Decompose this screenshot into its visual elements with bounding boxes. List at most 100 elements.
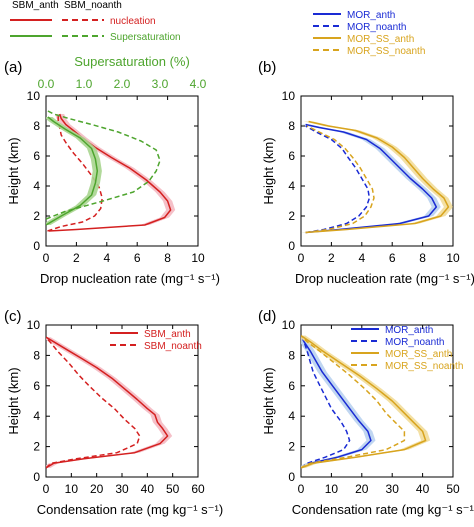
legend-label-supersaturation: Supersaturation xyxy=(110,32,181,43)
plot-area xyxy=(46,336,173,469)
y-tick-label: 2 xyxy=(288,440,295,454)
y-tick-label: 10 xyxy=(27,89,41,103)
x-tick-label: 20 xyxy=(355,482,369,496)
top-tick-label: 3.0 xyxy=(152,77,169,91)
x-tick-label: 8 xyxy=(419,251,426,265)
plot-frame xyxy=(300,324,454,478)
y-tick-label: 10 xyxy=(282,318,296,332)
legend-label: MOR_anth xyxy=(347,10,395,21)
top-tick-label: 2.0 xyxy=(114,77,131,91)
series-line-sbm-anth xyxy=(46,336,169,469)
y-tick-label: 4 xyxy=(33,179,40,193)
plot-area xyxy=(301,120,453,234)
x-tick-label: 0 xyxy=(43,482,50,496)
top-axis-label: Supersaturation (%) xyxy=(74,54,190,69)
y-tick-label: 0 xyxy=(288,470,295,484)
x-axis-label: Condensation rate (mg kg⁻¹ s⁻¹) xyxy=(37,502,223,517)
panel-label: (b) xyxy=(258,59,276,76)
y-axis-label: Height (km) xyxy=(261,137,276,204)
series-line-sbm-anth-nucleation xyxy=(48,113,172,232)
y-tick-label: 10 xyxy=(282,89,296,103)
legend-label: MOR_noanth xyxy=(385,337,444,348)
panel-label: (d) xyxy=(258,308,276,325)
x-axis-label: Drop nucleation rate (mg⁻¹ s⁻¹) xyxy=(295,271,474,286)
y-tick-label: 8 xyxy=(288,119,295,133)
x-tick-label: 2 xyxy=(73,251,80,265)
x-tick-label: 0 xyxy=(298,251,305,265)
y-tick-label: 6 xyxy=(33,149,40,163)
top-tick-label: 1.0 xyxy=(76,77,93,91)
plot-area xyxy=(46,110,176,232)
top-tick-label: 0.0 xyxy=(38,77,55,91)
x-tick-label: 20 xyxy=(90,482,104,496)
y-tick-label: 10 xyxy=(27,318,41,332)
series-line-sbm-noanth-supersaturation xyxy=(46,110,161,220)
y-tick-label: 6 xyxy=(288,149,295,163)
legend-label: MOR_SS_noanth xyxy=(385,361,463,372)
x-tick-label: 10 xyxy=(325,482,339,496)
uncertainty-band-mor-anth xyxy=(301,124,441,233)
y-tick-label: 4 xyxy=(33,409,40,423)
legend-label: MOR_SS_anth xyxy=(385,349,452,360)
plot-frame xyxy=(300,95,454,247)
x-tick-label: 10 xyxy=(65,482,79,496)
y-axis-label: Height (km) xyxy=(6,137,21,204)
x-tick-label: 0 xyxy=(43,251,50,265)
y-tick-label: 0 xyxy=(33,239,40,253)
top-tick-label: 4.0 xyxy=(190,77,207,91)
x-tick-label: 4 xyxy=(103,251,110,265)
y-axis-label: Height (km) xyxy=(261,367,276,434)
series-line-sbm-noanth xyxy=(46,336,141,469)
y-tick-label: 2 xyxy=(33,209,40,223)
panel-d: (d) 0 10 20 30 40 50 0 2 4 6 8 10 Condensation rate (… xyxy=(258,308,474,517)
series-line-mor-anth xyxy=(301,335,372,469)
plot-frame xyxy=(45,95,199,247)
y-tick-label: 4 xyxy=(288,409,295,423)
x-tick-label: 8 xyxy=(164,251,171,265)
y-tick-label: 6 xyxy=(33,379,40,393)
legend-label: SBM_noanth xyxy=(144,341,202,352)
legend-label: MOR_noanth xyxy=(347,22,406,33)
x-tick-label: 4 xyxy=(358,251,365,265)
panel-label: (a) xyxy=(4,59,22,76)
x-tick-label: 40 xyxy=(141,482,155,496)
x-axis-label: Drop nucleation rate (mg⁻¹ s⁻¹) xyxy=(40,271,220,286)
x-tick-label: 0 xyxy=(298,482,305,496)
x-tick-label: 30 xyxy=(115,482,129,496)
uncertainty-band-sbm-anth xyxy=(46,337,173,468)
x-tick-label: 40 xyxy=(416,482,430,496)
y-tick-label: 0 xyxy=(288,239,295,253)
panel-c: (c) 0 10 20 30 40 50 60 0 2 4 6 8 10 Condensation rate… xyxy=(4,308,223,517)
x-tick-label: 2 xyxy=(328,251,335,265)
uncertainty-band-sbm-anth xyxy=(46,114,176,231)
series-line-mor-noanth xyxy=(305,125,371,234)
series-line-mor-ss-anth xyxy=(305,120,450,234)
x-tick-label: 60 xyxy=(191,482,205,496)
x-tick-label: 50 xyxy=(446,482,460,496)
legend-header-sbm-anth: SBM_anth xyxy=(12,0,59,11)
y-axis-label: Height (km) xyxy=(6,367,21,434)
y-tick-label: 2 xyxy=(33,440,40,454)
y-tick-label: 8 xyxy=(33,348,40,362)
legend-label: SBM_anth xyxy=(144,329,191,340)
x-tick-label: 30 xyxy=(386,482,400,496)
x-tick-label: 50 xyxy=(166,482,180,496)
figure-top-legend: SBM_anth SBM_noanth nucleation Supersatu… xyxy=(10,0,181,43)
legend-label: MOR_anth xyxy=(385,325,433,336)
plot-area xyxy=(301,334,431,469)
x-tick-label: 6 xyxy=(134,251,141,265)
series-line-mor-noanth xyxy=(301,335,351,469)
x-tick-label: 10 xyxy=(446,251,460,265)
series-line-sbm-anth-supersaturation xyxy=(46,116,99,226)
x-tick-label: 6 xyxy=(389,251,396,265)
uncertainty-band-mor-ss-anth xyxy=(301,121,453,233)
y-tick-label: 8 xyxy=(33,119,40,133)
y-tick-label: 4 xyxy=(288,179,295,193)
series-line-mor-ss-noanth xyxy=(301,335,406,469)
y-tick-label: 0 xyxy=(33,470,40,484)
y-tick-label: 8 xyxy=(288,348,295,362)
legend-label: MOR_SS_anth xyxy=(347,34,414,45)
series-line-mor-ss-noanth xyxy=(305,125,375,234)
